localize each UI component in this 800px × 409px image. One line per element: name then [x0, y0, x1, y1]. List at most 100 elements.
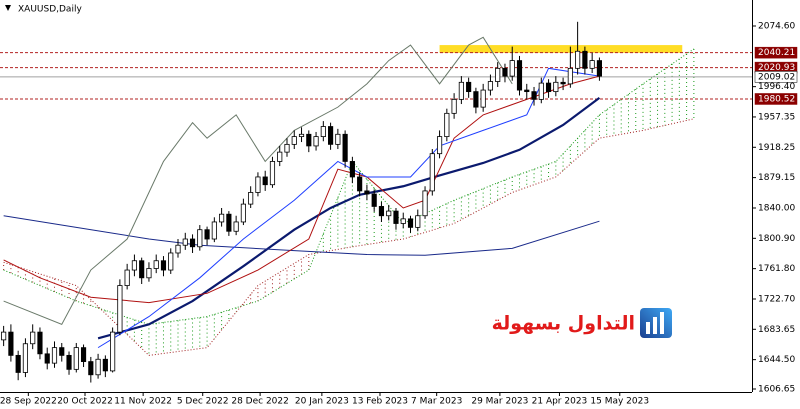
x-tick-label: 11 Nov 2022 — [114, 397, 172, 407]
candle-body — [378, 206, 385, 217]
candle-body — [22, 343, 29, 373]
candle-body — [386, 210, 392, 217]
candle-body — [277, 151, 283, 162]
candle-body — [51, 347, 58, 364]
cloud-span — [3, 48, 695, 325]
candle-body — [1, 331, 7, 341]
indicator-line — [3, 36, 513, 325]
plot-area — [0, 21, 752, 383]
candle-body — [487, 81, 494, 91]
y-tick-label: 1957.35 — [758, 112, 795, 122]
candle-body — [117, 285, 123, 333]
candle-body — [88, 361, 94, 376]
y-tick-label: 1644.50 — [758, 355, 795, 365]
candle-body — [393, 210, 399, 224]
candle-body — [560, 81, 566, 85]
candle-body — [509, 60, 515, 77]
x-tick-label: 5 Dec 2022 — [177, 397, 229, 407]
y-tick-label: 1918.25 — [758, 143, 795, 153]
candle-body — [262, 176, 268, 186]
candle-body — [168, 252, 174, 271]
candle-body — [545, 82, 552, 93]
x-tick-label: 29 Mar 2023 — [471, 397, 528, 407]
candle-body — [160, 260, 167, 271]
candle-body — [80, 347, 87, 362]
candle-body — [495, 67, 501, 82]
candle-body — [30, 331, 36, 345]
x-tick-label: 15 May 2023 — [590, 397, 649, 407]
candle-body — [342, 133, 348, 162]
level-label: 2040.21 — [758, 48, 795, 58]
candle-body — [59, 347, 65, 356]
candle-body — [589, 60, 595, 69]
candle-body — [502, 67, 508, 77]
candle-body — [110, 331, 116, 372]
candle-body — [357, 176, 363, 192]
candle-body — [451, 98, 457, 114]
candle-body — [95, 358, 101, 376]
indicator-line — [3, 215, 600, 256]
candle-body — [567, 67, 573, 85]
candle-body — [284, 143, 290, 153]
x-tick-label: 28 Sep 2022 — [0, 397, 57, 407]
candle-body — [240, 203, 246, 223]
candle-body — [255, 176, 261, 193]
level-label: 2009.02 — [758, 72, 795, 82]
candle-body — [422, 190, 428, 217]
candle-body — [531, 91, 537, 100]
logo-bar — [653, 317, 657, 334]
candle-body — [182, 238, 188, 246]
candle-body — [436, 136, 443, 155]
candle-body — [8, 331, 14, 356]
logo-text: التداول بسهولة — [492, 313, 635, 335]
candle-body — [320, 126, 326, 138]
y-tick-label: 1879.15 — [758, 173, 795, 183]
candle-body — [582, 50, 588, 69]
candle-body — [538, 82, 544, 100]
y-tick-label: 1722.70 — [758, 294, 795, 304]
candle-body — [73, 347, 79, 370]
candle-body — [349, 161, 355, 178]
candle-body — [444, 112, 450, 138]
level-label: 1980.52 — [758, 94, 795, 104]
y-tick-label: 1606.65 — [758, 385, 795, 395]
candle-body — [131, 260, 137, 271]
candle-body — [226, 213, 232, 232]
candle-body — [15, 354, 21, 373]
logo-bar — [646, 322, 650, 334]
candle-body — [37, 331, 43, 355]
candle-body — [306, 133, 312, 147]
candle-body — [298, 133, 305, 138]
y-tick-label: 1761.80 — [758, 264, 795, 274]
candle-body — [575, 50, 581, 69]
x-tick-label: 13 Feb 2023 — [352, 397, 408, 407]
candle-body — [44, 353, 50, 364]
highlight-zone — [439, 45, 683, 53]
logo-bar — [660, 312, 664, 334]
candle-body — [473, 91, 479, 108]
candle-body — [328, 126, 334, 145]
x-tick-label: 7 Mar 2023 — [411, 397, 462, 407]
candle-body — [335, 133, 341, 145]
candle-body — [175, 244, 181, 254]
candle-body — [291, 136, 297, 145]
candle-body — [313, 136, 319, 147]
logo: التداول بسهولة — [492, 308, 672, 338]
level-label-bg — [754, 93, 798, 105]
candle-body — [480, 89, 486, 108]
indicator-line — [97, 67, 600, 349]
candle-body — [197, 229, 203, 248]
y-tick-label: 2074.60 — [758, 21, 795, 31]
candle-body — [524, 89, 530, 93]
title-arrow — [5, 5, 11, 11]
candle-body — [407, 218, 414, 228]
y-tick-label: 1996.40 — [758, 82, 795, 92]
candle-body — [139, 260, 145, 279]
candle-body — [596, 60, 603, 77]
x-tick-label: 20 Oct 2022 — [57, 397, 113, 407]
candle-body — [248, 192, 254, 205]
candle-body — [364, 190, 370, 195]
candle-body — [146, 268, 152, 279]
